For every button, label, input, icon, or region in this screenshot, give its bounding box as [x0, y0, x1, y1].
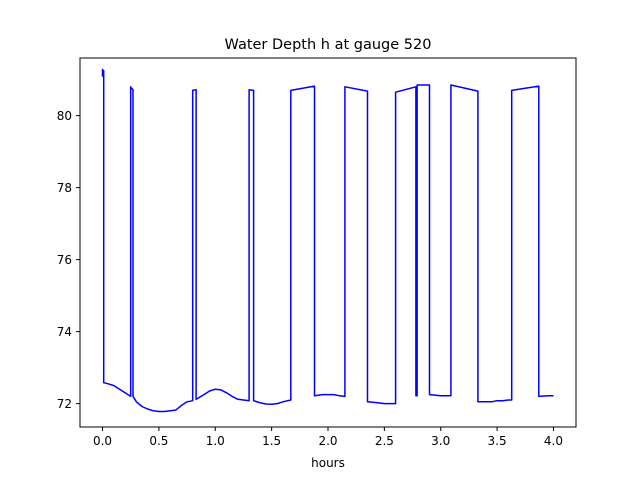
x-tick-label: 0.0	[93, 434, 112, 448]
x-tick-label: 2.5	[375, 434, 394, 448]
series-layer	[101, 68, 554, 413]
x-axis: 0.0 0.5 1.0 1.5 2.0 2.5 3.0 3.5 4.0	[93, 427, 563, 448]
y-tick-label: 72	[57, 397, 72, 411]
y-tick-label: 78	[57, 181, 72, 195]
y-tick-label: 74	[57, 325, 72, 339]
x-tick-label: 4.0	[544, 434, 563, 448]
series-line-0	[101, 68, 554, 413]
x-tick-label: 0.5	[149, 434, 168, 448]
x-tick-label: 1.0	[206, 434, 225, 448]
x-tick-label: 3.0	[431, 434, 450, 448]
chart-title: Water Depth h at gauge 520	[225, 37, 432, 53]
y-tick-label: 76	[57, 253, 72, 267]
x-tick-label: 1.5	[262, 434, 281, 448]
x-tick-label: 2.0	[318, 434, 337, 448]
x-tick-label: 3.5	[488, 434, 507, 448]
x-axis-label: hours	[311, 456, 345, 470]
y-axis: 72 74 76 78 80	[57, 109, 80, 411]
y-tick-label: 80	[57, 109, 72, 123]
